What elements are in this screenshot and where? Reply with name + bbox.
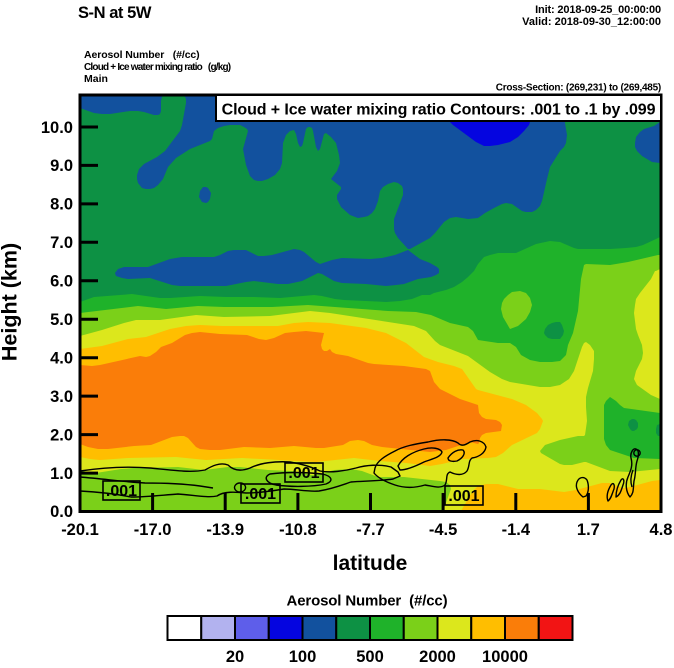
svg-text:-4.5: -4.5 xyxy=(429,521,457,539)
svg-text:S-N at 5W: S-N at 5W xyxy=(78,4,152,22)
svg-text:0.0: 0.0 xyxy=(50,503,73,521)
svg-text:Valid: 2018-09-30_12:00:00: Valid: 2018-09-30_12:00:00 xyxy=(522,16,661,28)
svg-text:.001: .001 xyxy=(448,488,479,505)
svg-text:.001: .001 xyxy=(245,486,276,503)
svg-text:Init: 2018-09-25_00:00:00: Init: 2018-09-25_00:00:00 xyxy=(535,4,661,16)
svg-text:Cloud + Ice water mixing ratio: Cloud + Ice water mixing ratio (g/kg) xyxy=(84,62,231,73)
svg-text:Main: Main xyxy=(84,73,108,85)
svg-text:100: 100 xyxy=(289,648,317,666)
svg-text:500: 500 xyxy=(356,648,384,666)
svg-text:8.0: 8.0 xyxy=(50,196,73,214)
svg-text:Cloud + Ice water mixing ratio: Cloud + Ice water mixing ratio Contours:… xyxy=(222,102,656,119)
svg-text:-13.9: -13.9 xyxy=(206,521,244,539)
svg-text:latitude: latitude xyxy=(333,552,408,575)
svg-text:-1.4: -1.4 xyxy=(502,521,531,539)
svg-text:.001: .001 xyxy=(106,483,137,500)
svg-text:1.0: 1.0 xyxy=(50,465,73,483)
svg-text:4.8: 4.8 xyxy=(650,521,673,539)
svg-text:3.0: 3.0 xyxy=(50,388,73,406)
svg-text:7.0: 7.0 xyxy=(50,234,73,252)
svg-text:-7.7: -7.7 xyxy=(356,521,384,539)
svg-text:-10.8: -10.8 xyxy=(279,521,317,539)
svg-text:.001: .001 xyxy=(288,465,319,482)
svg-text:Cross-Section: (269,231) to (2: Cross-Section: (269,231) to (269,485) xyxy=(496,83,661,94)
svg-text:5.0: 5.0 xyxy=(50,311,73,329)
svg-text:4.0: 4.0 xyxy=(50,350,73,368)
svg-text:Aerosol Number (#/cc): Aerosol Number (#/cc) xyxy=(287,593,448,610)
svg-text:9.0: 9.0 xyxy=(50,157,73,175)
svg-text:-17.0: -17.0 xyxy=(134,521,172,539)
svg-text:10.0: 10.0 xyxy=(41,119,73,137)
svg-text:Height (km): Height (km) xyxy=(0,243,22,361)
svg-text:10000: 10000 xyxy=(482,648,528,666)
svg-text:Aerosol Number (#/cc): Aerosol Number (#/cc) xyxy=(84,49,200,61)
svg-text:1.7: 1.7 xyxy=(577,521,600,539)
svg-text:2000: 2000 xyxy=(419,648,456,666)
svg-text:2.0: 2.0 xyxy=(50,426,73,444)
svg-text:-20.1: -20.1 xyxy=(61,521,99,539)
svg-text:20: 20 xyxy=(226,648,244,666)
svg-text:6.0: 6.0 xyxy=(50,273,73,291)
